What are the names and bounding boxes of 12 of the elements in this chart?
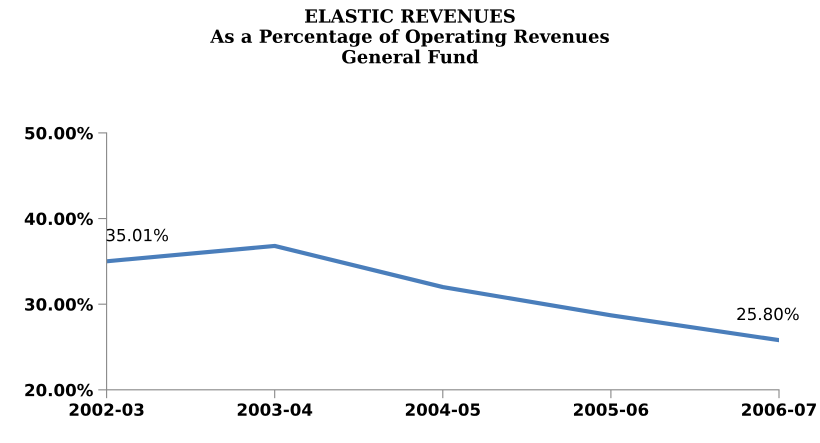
data-label: 35.01% bbox=[106, 228, 168, 242]
y-tick-label: 30.00% bbox=[25, 298, 93, 311]
x-tick-label: 2004-05 bbox=[406, 403, 480, 416]
x-tick-label: 2005-06 bbox=[574, 403, 648, 416]
x-tick-label: 2002-03 bbox=[70, 403, 144, 416]
data-label: 25.80% bbox=[737, 308, 799, 320]
y-tick-label: 50.00% bbox=[25, 126, 93, 140]
chart-title: ELASTIC REVENUES As a Percentage of Operating Revenues General Fund bbox=[210, 9, 609, 64]
x-tick-label: 2006-07 bbox=[742, 403, 816, 416]
y-tick-label: 40.00% bbox=[24, 212, 93, 226]
x-tick-label: 2003-04 bbox=[238, 403, 312, 416]
y-tick-label: 20.00% bbox=[25, 384, 93, 396]
